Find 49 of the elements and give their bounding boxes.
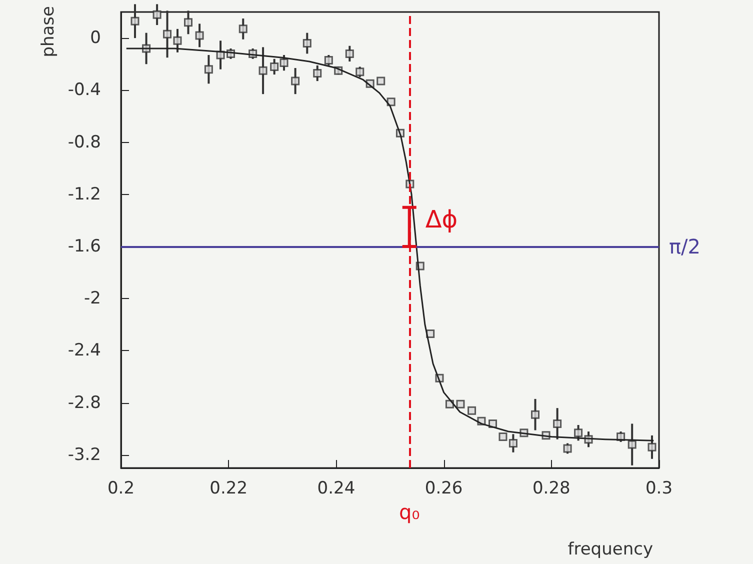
point [313, 68, 322, 78]
point [628, 440, 636, 449]
y-tick-label: 0 [90, 28, 101, 48]
y-tick-label: -2.8 [68, 392, 101, 413]
point [356, 68, 364, 76]
point [291, 76, 300, 86]
annotation: Δϕ [425, 205, 458, 234]
point [195, 31, 204, 40]
point [498, 432, 508, 441]
point [173, 36, 182, 45]
x-tick-label: 0.2 [107, 478, 135, 498]
point [574, 428, 583, 438]
point [376, 76, 386, 86]
point [553, 419, 562, 428]
x-axis-title: frequency [568, 540, 653, 560]
y-tick-label: -0.8 [68, 132, 101, 152]
point [508, 438, 518, 448]
point [238, 24, 248, 34]
x-tick-label: 0.22 [210, 478, 248, 498]
y-tick-label: -2 [84, 288, 101, 309]
point [563, 444, 572, 453]
y-axis-title: phase [38, 6, 58, 58]
point [152, 10, 162, 19]
point [302, 39, 312, 48]
point [324, 56, 333, 64]
x-tick-label: 0.24 [317, 478, 356, 498]
y-tick-label: -2.4 [68, 340, 101, 361]
y-tick-label: -1.2 [68, 184, 101, 204]
point [468, 406, 476, 415]
point [258, 66, 268, 75]
point [270, 62, 279, 71]
y-tick-label: -1.6 [68, 236, 101, 257]
y-tick-label: -0.4 [68, 80, 101, 100]
y-tick-label: -3.2 [68, 444, 101, 465]
point [184, 18, 192, 27]
point [345, 49, 354, 58]
ref-line-label: q₀ [399, 500, 420, 524]
x-tick-label: 0.28 [532, 478, 570, 498]
point [280, 58, 288, 68]
point [204, 65, 213, 74]
line-series [126, 48, 654, 442]
ref-line-label: π/2 [669, 234, 701, 259]
point [648, 442, 656, 452]
point [531, 410, 540, 419]
point [456, 400, 465, 408]
point [130, 16, 140, 26]
point [163, 30, 172, 38]
x-tick-label: 0.3 [645, 478, 673, 498]
x-tick-label: 0.26 [424, 478, 463, 498]
